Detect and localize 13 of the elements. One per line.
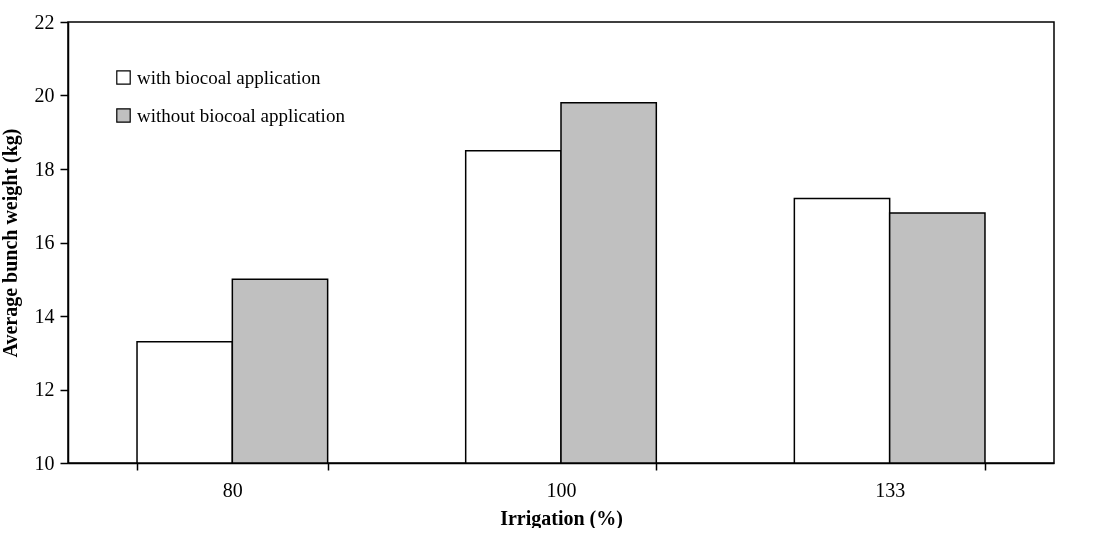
y-tick-label: 14 bbox=[34, 304, 55, 327]
y-tick-label: 16 bbox=[34, 231, 55, 253]
y-tick-label: 10 bbox=[34, 451, 55, 474]
y-tick-label: 22 bbox=[34, 10, 55, 33]
y-axis-title: Average bunch weight (kg) bbox=[0, 128, 22, 358]
y-tick-label: 12 bbox=[34, 378, 55, 400]
x-tick-label: 80 bbox=[222, 478, 243, 501]
legend-label: without biocoal application bbox=[137, 104, 346, 126]
x-tick-label: 133 bbox=[875, 478, 906, 501]
x-tick-label: 100 bbox=[546, 478, 577, 501]
y-tick-label: 18 bbox=[34, 157, 55, 180]
y-tick-label: 20 bbox=[34, 84, 55, 106]
legend-label: with biocoal application bbox=[137, 66, 322, 88]
